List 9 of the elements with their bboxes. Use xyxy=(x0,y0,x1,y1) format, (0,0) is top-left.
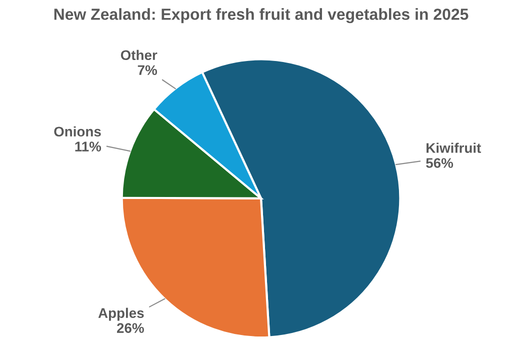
data-label: 7% xyxy=(138,65,158,75)
data-label: 56% xyxy=(426,158,454,168)
slice-label: Apples xyxy=(98,308,144,321)
slice-label: Kiwifruit xyxy=(426,142,482,153)
data-label: 11% xyxy=(75,142,102,152)
data-label: 26% xyxy=(117,323,144,333)
slice-label: Onions xyxy=(54,126,101,137)
slice-label: Other xyxy=(120,50,158,60)
chart-title: New Zealand: Export fresh fruit and vegetables in 2025 xyxy=(54,8,468,24)
